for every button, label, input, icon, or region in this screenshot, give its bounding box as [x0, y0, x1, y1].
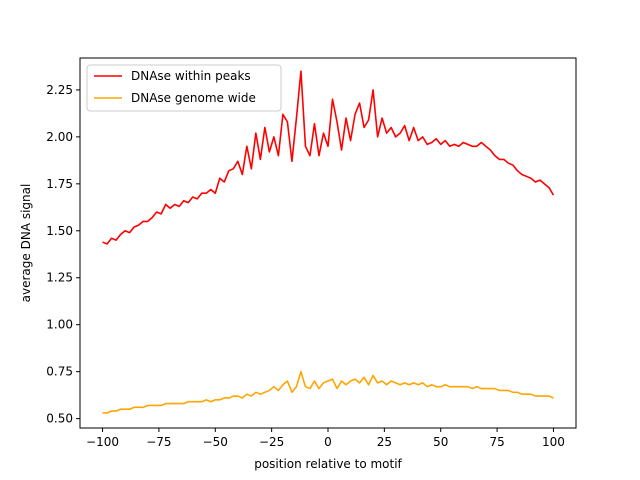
- y-tick-label: 1.25: [46, 271, 73, 285]
- x-tick-label: 75: [489, 435, 504, 449]
- x-tick-label: 25: [377, 435, 392, 449]
- legend-label-within-peaks: DNAse within peaks: [131, 69, 251, 83]
- legend: DNAse within peaks DNAse genome wide: [86, 64, 282, 112]
- legend-label-genome-wide: DNAse genome wide: [131, 91, 256, 105]
- y-tick-label: 0.50: [46, 412, 73, 426]
- y-axis-label: average DNA signal: [19, 184, 33, 303]
- y-tick-label: 0.75: [46, 365, 73, 379]
- x-axis-ticks: −100 −75 −50 −25 0 25 50 75 100: [86, 428, 565, 449]
- x-tick-label: −75: [146, 435, 171, 449]
- x-tick-label: 50: [433, 435, 448, 449]
- y-tick-label: 1.75: [46, 177, 73, 191]
- y-tick-label: 1.00: [46, 318, 73, 332]
- y-tick-label: 2.25: [46, 83, 73, 97]
- x-tick-label: −25: [259, 435, 284, 449]
- x-tick-label: 0: [324, 435, 332, 449]
- x-tick-label: −50: [203, 435, 228, 449]
- series-line-dnase-genome-wide: [102, 370, 554, 414]
- y-tick-label: 2.00: [46, 130, 73, 144]
- plot-area: [80, 58, 576, 428]
- x-tick-label: 100: [542, 435, 565, 449]
- y-axis-ticks: 0.50 0.75 1.00 1.25 1.50 1.75 2.00 2.25: [46, 83, 80, 426]
- series-layer: [102, 70, 555, 414]
- y-tick-label: 1.50: [46, 224, 73, 238]
- series-line-dnase-within-peaks: [102, 70, 555, 245]
- legend-box: [86, 64, 282, 112]
- x-axis-label: position relative to motif: [254, 457, 402, 471]
- x-tick-label: −100: [86, 435, 119, 449]
